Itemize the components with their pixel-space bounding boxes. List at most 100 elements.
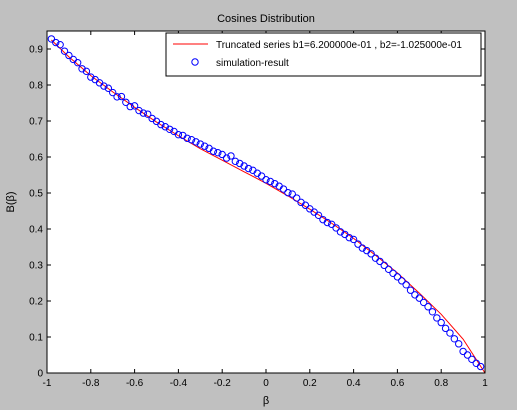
scatter-point [402, 281, 410, 289]
scatter-point [419, 298, 428, 307]
scatter-point [380, 261, 388, 270]
scatter-point [65, 51, 73, 60]
plot-area [47, 31, 485, 373]
scatter-point [328, 220, 336, 229]
y-tick-label: 0.3 [29, 261, 43, 272]
scatter-point [122, 98, 130, 106]
y-tick-label: 0.9 [29, 45, 43, 56]
scatter-point [87, 73, 95, 81]
scatter-point [271, 179, 279, 188]
scatter-point [218, 150, 226, 159]
scatter-point [113, 93, 121, 101]
scatter-point [240, 162, 248, 170]
x-axis-label: β [263, 395, 269, 407]
scatter-point [117, 92, 126, 101]
scatter-point [266, 177, 275, 186]
legend-box [165, 32, 482, 77]
scatter-point [463, 351, 472, 359]
scatter-point [47, 35, 56, 43]
y-tick-label: 0.6 [29, 153, 43, 164]
x-tick-label: -1 [43, 378, 52, 389]
scatter-point [52, 38, 60, 47]
scatter-point [358, 244, 367, 252]
scatter-point [345, 233, 353, 242]
scatter-point [336, 228, 345, 236]
scatter-point [301, 201, 310, 209]
scatter-point [100, 82, 108, 90]
scatter-point [450, 335, 459, 343]
scatter-point [109, 88, 117, 97]
scatter-point [227, 152, 235, 160]
scatter-point [437, 318, 445, 327]
scatter-point [82, 67, 91, 76]
y-axis-label: B(β) [5, 192, 17, 213]
scatter-point [349, 235, 358, 244]
scatter-point [279, 185, 288, 193]
scatter-point [139, 109, 148, 117]
scatter-point [433, 314, 441, 322]
x-tick-label: 0 [263, 378, 269, 389]
y-tick-label: 0.2 [29, 297, 43, 308]
scatter-point [200, 142, 209, 150]
x-tick-label: -0.6 [126, 378, 144, 389]
scatter-point [398, 277, 406, 285]
scatter-point [209, 147, 218, 155]
legend: Truncated series b1=6.200000e-01 , b2=-1… [165, 32, 482, 77]
scatter-point [262, 175, 270, 184]
y-tick-label: 0 [37, 369, 43, 380]
x-tick-label: 1 [482, 378, 488, 389]
scatter-point [104, 84, 113, 92]
scatter-point [60, 47, 69, 55]
x-tick-label: 0.6 [390, 378, 404, 389]
scatter-point [78, 65, 86, 73]
y-tick-label: 0.7 [29, 117, 43, 128]
scatter-point [165, 125, 174, 133]
scatter-point [459, 347, 467, 356]
scatter-point [428, 308, 437, 316]
scatter-point [415, 294, 423, 302]
scatter-point [222, 154, 231, 162]
scatter-point [236, 159, 244, 168]
scatter-point [135, 106, 143, 115]
scatter-point [73, 58, 82, 67]
scatter-point [446, 329, 454, 337]
legend-entry-line: Truncated series b1=6.200000e-01 , b2=-1… [216, 40, 462, 51]
x-tick-label: 0.2 [303, 378, 317, 389]
scatter-point [56, 40, 64, 49]
scatter-point [455, 340, 463, 348]
scatter-point [244, 164, 253, 173]
y-tick-label: 0.5 [29, 189, 43, 200]
series-layer [47, 35, 486, 374]
chart-title: Cosines Distribution [217, 13, 315, 25]
plot-frame [46, 30, 486, 374]
scatter-point [406, 286, 415, 294]
scatter-point [393, 273, 402, 281]
x-tick-label: 0.4 [347, 378, 361, 389]
scatter-point [126, 102, 134, 111]
x-tick-label: -0.4 [170, 378, 188, 389]
scatter-point [332, 224, 340, 232]
scatter-point [367, 250, 375, 258]
y-tick-label: 0.1 [29, 333, 43, 344]
scatter-point [284, 188, 292, 197]
scatter-point [214, 148, 222, 157]
scatter-point [192, 138, 200, 146]
scatter-point [376, 257, 384, 266]
scatter-point [424, 303, 432, 311]
scatter-point [183, 134, 191, 142]
legend-marker-swatch [191, 58, 199, 66]
scatter-point [231, 157, 240, 166]
scatter-point [187, 136, 196, 144]
scatter-point [476, 362, 485, 371]
scatter-point [292, 194, 301, 202]
y-tick-label: 0.8 [29, 81, 43, 92]
legend-entry-scatter: simulation-result [216, 58, 289, 69]
scatter-point [130, 102, 139, 110]
x-tick-label: -0.8 [82, 378, 100, 389]
scatter-point [144, 110, 152, 118]
scatter-point [196, 140, 205, 148]
scatter-point [323, 218, 332, 227]
scatter-point [161, 123, 169, 131]
scatter-point [314, 211, 323, 220]
scatter-point [441, 324, 450, 333]
